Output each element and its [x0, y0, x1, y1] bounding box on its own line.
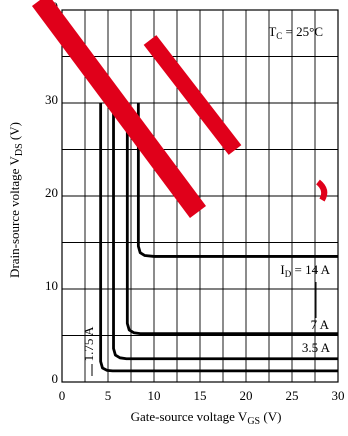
curve-label: ID = 14 A [280, 262, 330, 279]
curve-label: 7 A [311, 317, 330, 332]
curve [136, 103, 338, 258]
curve [99, 103, 338, 373]
y-tick-label: 0 [52, 371, 59, 386]
y-tick-label: 10 [45, 278, 58, 293]
curve-label: 1.75 A [81, 326, 96, 361]
y-tick-label: 20 [45, 185, 58, 200]
watermark-stroke [143, 35, 242, 155]
x-tick-label: 20 [240, 388, 253, 403]
y-axis-label: Drain-source voltage VDS (V) [7, 122, 25, 278]
x-tick-label: 10 [148, 388, 161, 403]
x-tick-label: 15 [194, 388, 207, 403]
watermark [31, 0, 328, 218]
curve-label-part: 14 A [305, 262, 331, 277]
watermark-stroke [316, 179, 328, 202]
curve-label-part: I [280, 262, 284, 277]
plot-frame [61, 9, 339, 383]
watermark-stroke [31, 0, 207, 218]
curve-label: 3.5 A [302, 340, 331, 355]
x-axis-label: Gate-source voltage VGS (V) [131, 409, 282, 427]
curve [112, 103, 338, 361]
x-tick-label: 0 [59, 388, 66, 403]
curve [125, 103, 338, 336]
curve-label-part: D [285, 269, 292, 279]
y-tick-label: 30 [45, 92, 58, 107]
x-tick-label: 25 [286, 388, 299, 403]
x-tick-label: 30 [332, 388, 345, 403]
curve-label-part: = [291, 262, 305, 277]
condition-label: TC = 25°C [268, 24, 323, 41]
x-tick-label: 5 [105, 388, 112, 403]
